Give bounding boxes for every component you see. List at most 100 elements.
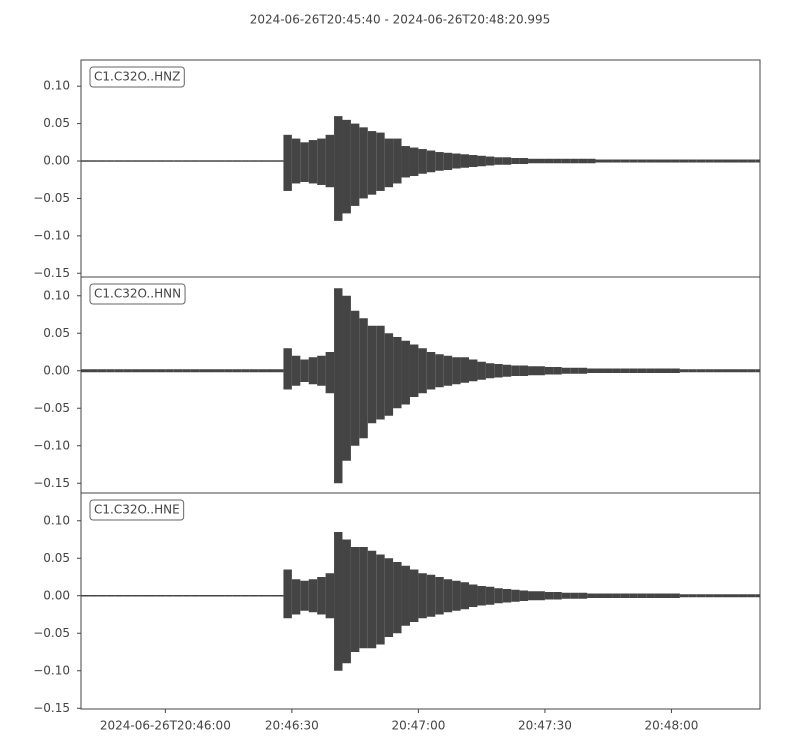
amplitude-range	[232, 160, 242, 162]
amplitude-range	[443, 152, 453, 170]
amplitude-range	[435, 577, 444, 615]
amplitude-range	[207, 595, 216, 597]
amplitude-range	[165, 160, 174, 162]
amplitude-range	[561, 592, 571, 599]
amplitude-range	[528, 591, 537, 601]
amplitude-range	[738, 369, 748, 373]
amplitude-range	[334, 288, 343, 484]
y-tick-label: 0.00	[43, 588, 70, 602]
amplitude-range	[688, 159, 697, 163]
amplitude-range	[89, 595, 98, 597]
amplitude-range	[350, 547, 360, 652]
amplitude-range	[646, 159, 655, 163]
amplitude-range	[553, 592, 562, 600]
amplitude-range	[418, 149, 427, 174]
amplitude-range	[97, 595, 107, 597]
amplitude-range	[350, 123, 360, 206]
amplitude-range	[182, 369, 191, 373]
amplitude-range	[114, 595, 124, 597]
amplitude-range	[165, 595, 174, 597]
amplitude-range	[578, 367, 588, 374]
amplitude-range	[730, 159, 739, 163]
amplitude-range	[469, 359, 478, 382]
amplitude-range	[452, 153, 461, 169]
amplitude-range	[477, 586, 486, 606]
amplitude-range	[663, 159, 672, 163]
amplitude-range	[215, 160, 225, 162]
amplitude-range	[595, 159, 604, 163]
amplitude-range	[460, 582, 470, 610]
amplitude-range	[140, 595, 149, 597]
amplitude-range	[595, 368, 604, 373]
amplitude-range	[401, 340, 410, 405]
amplitude-range	[587, 368, 596, 373]
amplitude-range	[207, 369, 216, 373]
axes-frame	[80, 492, 761, 710]
figure-title: 2024-06-26T20:45:40 - 2024-06-26T20:48:2…	[250, 13, 551, 27]
y-tick-label: −0.15	[33, 701, 70, 715]
amplitude-range	[722, 369, 731, 373]
amplitude-range	[654, 159, 664, 163]
amplitude-range	[182, 595, 191, 597]
amplitude-range	[578, 592, 588, 599]
amplitude-range	[173, 595, 183, 597]
amplitude-range	[637, 159, 647, 163]
amplitude-range	[663, 368, 672, 373]
amplitude-range	[688, 594, 697, 598]
amplitude-range	[544, 592, 554, 600]
amplitude-range	[544, 367, 554, 375]
y-tick-label: 0.10	[43, 513, 70, 527]
amplitude-range	[199, 595, 208, 597]
amplitude-range	[106, 369, 115, 373]
amplitude-range	[258, 369, 267, 373]
amplitude-range	[654, 593, 664, 598]
amplitude-range	[620, 159, 630, 163]
legend-label: C1.C32O..HNE	[94, 503, 180, 517]
x-tick-label: 20:47:00	[391, 719, 445, 733]
amplitude-range	[89, 369, 98, 373]
amplitude-range	[283, 134, 292, 191]
amplitude-range	[300, 142, 309, 182]
amplitude-range	[308, 579, 318, 613]
amplitude-range	[97, 160, 107, 162]
amplitude-range	[620, 593, 630, 598]
amplitude-range	[570, 592, 579, 599]
amplitude-range	[755, 369, 760, 373]
amplitude-range	[629, 159, 638, 163]
amplitude-range	[367, 131, 377, 195]
amplitude-range	[393, 138, 402, 184]
amplitude-range	[738, 594, 748, 598]
amplitude-range	[232, 595, 242, 597]
amplitude-range	[317, 355, 326, 386]
legend-label: C1.C32O..HNN	[94, 287, 181, 301]
amplitude-range	[97, 369, 107, 373]
y-tick-label: −0.05	[33, 191, 70, 205]
amplitude-range	[207, 160, 216, 162]
amplitude-range	[713, 594, 723, 598]
amplitude-range	[342, 119, 351, 214]
amplitude-range	[494, 588, 503, 604]
amplitude-range	[536, 366, 545, 376]
y-tick-label: −0.10	[33, 663, 70, 677]
amplitude-range	[123, 595, 132, 597]
amplitude-range	[696, 369, 706, 373]
amplitude-range	[266, 160, 276, 162]
amplitude-range	[376, 132, 385, 191]
amplitude-range	[730, 594, 739, 598]
amplitude-range	[637, 593, 647, 598]
amplitude-range	[511, 589, 520, 602]
y-tick-label: 0.05	[43, 326, 70, 340]
y-tick-label: −0.05	[33, 401, 70, 415]
amplitude-range	[612, 159, 621, 163]
amplitude-range	[485, 156, 495, 166]
legend-label: C1.C32O..HNZ	[94, 70, 180, 84]
amplitude-range	[502, 364, 512, 377]
amplitude-range	[705, 594, 714, 598]
amplitude-range	[89, 160, 98, 162]
amplitude-range	[215, 595, 225, 597]
amplitude-range	[409, 569, 419, 622]
amplitude-range	[334, 116, 343, 221]
amplitude-range	[671, 593, 680, 598]
amplitude-range	[393, 337, 402, 409]
